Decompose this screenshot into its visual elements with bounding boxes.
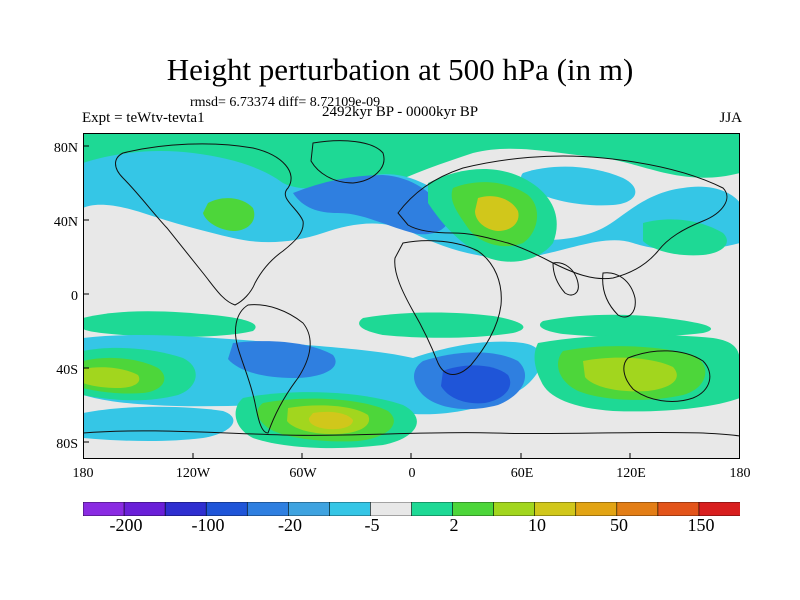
colorbar-swatch xyxy=(493,502,536,516)
contour-region xyxy=(83,311,256,337)
contour-region xyxy=(521,166,636,206)
contour-region xyxy=(583,357,677,392)
contour-region xyxy=(83,406,234,442)
lat-tick-label: 40N xyxy=(53,215,78,230)
rmsd-diff-stats: rmsd= 6.73374 diff= 8.72109e-09 xyxy=(190,95,381,110)
lon-tick-label: 120E xyxy=(616,466,646,481)
colorbar-swatch xyxy=(370,502,413,516)
page-title: Height perturbation at 500 hPa (in m) xyxy=(166,52,634,87)
colorbar-label: -5 xyxy=(364,515,380,535)
colorbar-swatch xyxy=(698,502,740,516)
colorbar xyxy=(83,502,740,516)
colorbar-label: 2 xyxy=(449,515,459,535)
contour-region xyxy=(228,341,336,378)
colorbar-swatch xyxy=(329,502,372,516)
colorbar-label: 10 xyxy=(528,515,546,535)
colorbar-label: -100 xyxy=(191,515,225,535)
colorbar-label: -20 xyxy=(278,515,302,535)
colorbar-swatch xyxy=(452,502,495,516)
colorbar-swatch xyxy=(534,502,577,516)
colorbar-label: 150 xyxy=(687,515,715,535)
contour-region xyxy=(308,411,353,430)
contour-region xyxy=(359,312,524,338)
lat-tick-label: 40S xyxy=(56,363,78,378)
axis-ticks xyxy=(83,145,631,459)
lon-tick-label: 180 xyxy=(72,466,94,481)
colorbar-swatch xyxy=(616,502,659,516)
lat-tick-label: 80N xyxy=(53,141,78,156)
colorbar-swatch xyxy=(288,502,330,516)
colorbar-swatch xyxy=(411,502,454,516)
colorbar-swatch xyxy=(164,502,207,516)
contour-region xyxy=(539,314,712,337)
coastlines xyxy=(83,140,740,437)
contour-region xyxy=(643,219,727,256)
height-perturbation-map xyxy=(83,133,740,459)
colorbar-label: 50 xyxy=(610,515,628,535)
lon-tick-label: 180 xyxy=(729,466,751,481)
colorbar-swatch xyxy=(205,502,248,516)
colorbar-swatch xyxy=(83,502,125,516)
contour-region xyxy=(203,198,255,231)
season-label: JJA xyxy=(719,110,742,126)
experiment-label: Expt = teWtv-tevta1 xyxy=(82,110,205,126)
lon-tick-label: 0 xyxy=(408,466,416,481)
colorbar-swatch xyxy=(657,502,700,516)
contour-region xyxy=(83,367,140,388)
colorbar-swatch xyxy=(575,502,618,516)
lon-tick-label: 60W xyxy=(289,466,317,481)
contour-region xyxy=(293,175,449,235)
lat-tick-label: 0 xyxy=(71,289,78,304)
contour-region xyxy=(475,196,519,231)
lon-tick-label: 120W xyxy=(175,466,211,481)
contour-region xyxy=(441,365,511,404)
period-label: 2492kyr BP - 0000kyr BP xyxy=(322,104,479,120)
colorbar-swatch xyxy=(246,502,289,516)
colorbar-swatch xyxy=(123,502,166,516)
colorbar-label: -200 xyxy=(109,515,143,535)
lon-tick-label: 60E xyxy=(510,466,534,481)
lat-tick-label: 80S xyxy=(56,437,78,452)
